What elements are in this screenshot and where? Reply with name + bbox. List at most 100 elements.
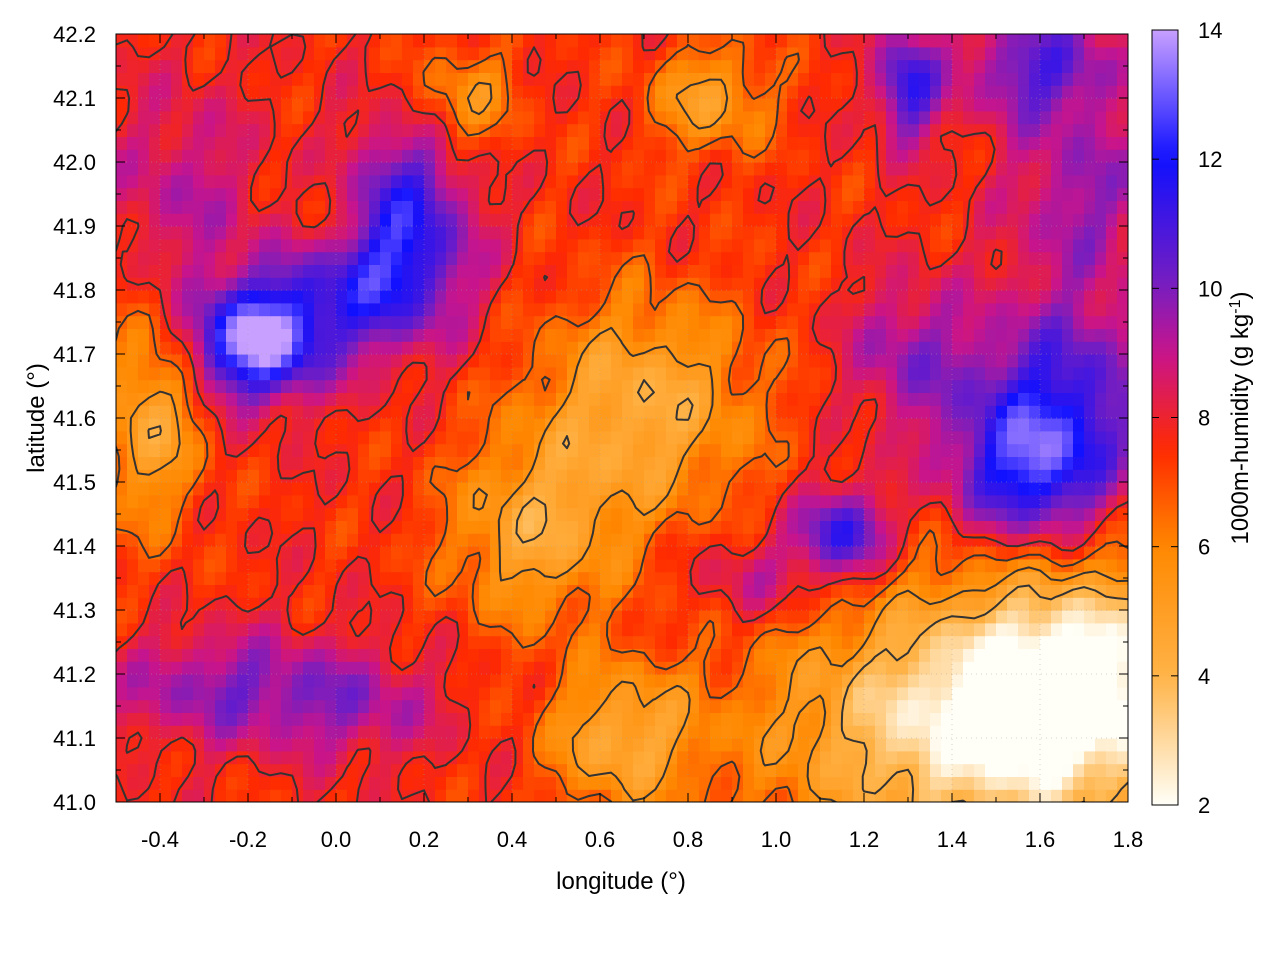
heatmap-cell [908, 520, 920, 534]
heatmap-cell [941, 379, 953, 393]
heatmap-cell [952, 597, 964, 611]
heatmap-cell [776, 328, 788, 342]
heatmap-cell [127, 251, 139, 265]
heatmap-cell [127, 750, 139, 765]
heatmap-cell [1007, 571, 1019, 585]
heatmap-cell [281, 674, 293, 688]
heatmap-cell [875, 635, 887, 649]
heatmap-cell [402, 507, 414, 521]
heatmap-cell [424, 456, 436, 470]
heatmap-cell [424, 302, 436, 317]
heatmap-cell [468, 520, 480, 534]
heatmap-cell [644, 456, 656, 470]
heatmap-cell [655, 379, 667, 393]
heatmap-cell [314, 187, 326, 201]
heatmap-cell [721, 558, 733, 573]
heatmap-cell [281, 187, 293, 201]
heatmap-cell [589, 558, 601, 573]
heatmap-cell [347, 238, 359, 253]
heatmap-cell [798, 494, 810, 509]
heatmap-cell [622, 379, 634, 393]
heatmap-cell [754, 584, 766, 598]
heatmap-cell [831, 686, 843, 701]
heatmap-cell [589, 328, 601, 342]
heatmap-cell [149, 187, 161, 201]
heatmap-cell [369, 430, 381, 445]
heatmap-cell [523, 699, 535, 713]
heatmap-cell [490, 341, 502, 355]
heatmap-cell [622, 430, 634, 445]
heatmap-cell [831, 315, 843, 329]
heatmap-cell [831, 213, 843, 227]
heatmap-cell [743, 290, 755, 304]
heatmap-cell [787, 162, 799, 176]
heatmap-cell [776, 610, 788, 624]
heatmap-cell [556, 635, 568, 649]
heatmap-cell [710, 379, 722, 393]
heatmap-cell [589, 725, 601, 739]
heatmap-cell [677, 328, 689, 342]
heatmap-cell [1007, 558, 1019, 573]
heatmap-cell [149, 597, 161, 611]
heatmap-cell [919, 213, 931, 227]
heatmap-cell [325, 507, 337, 521]
heatmap-cell [787, 379, 799, 393]
heatmap-cell [743, 430, 755, 445]
heatmap-cell [1095, 392, 1107, 406]
heatmap-cell [721, 366, 733, 381]
heatmap-cell [699, 597, 711, 611]
heatmap-cell [270, 290, 282, 304]
heatmap-cell [809, 264, 821, 278]
heatmap-cell [754, 533, 766, 547]
heatmap-cell [611, 354, 623, 368]
heatmap-cell [446, 571, 458, 585]
heatmap-cell [435, 136, 447, 150]
heatmap-cell [941, 213, 953, 227]
heatmap-cell [226, 507, 238, 521]
heatmap-cell [908, 200, 920, 214]
heatmap-cell [831, 520, 843, 534]
heatmap-cell [633, 763, 645, 777]
heatmap-cell [446, 712, 458, 726]
heatmap-cell [215, 610, 227, 624]
heatmap-cell [908, 149, 920, 163]
heatmap-cell [182, 482, 194, 496]
heatmap-cell [908, 482, 920, 496]
heatmap-cell [688, 507, 700, 521]
heatmap-cell [402, 776, 414, 790]
heatmap-cell [820, 482, 832, 496]
heatmap-cell [864, 648, 876, 662]
heatmap-cell [732, 328, 744, 342]
heatmap-cell [644, 712, 656, 726]
heatmap-cell [732, 149, 744, 163]
heatmap-cell [1073, 136, 1085, 150]
heatmap-cell [743, 328, 755, 342]
heatmap-cell [1117, 200, 1128, 214]
heatmap-cell [468, 750, 480, 765]
heatmap-cell [512, 341, 524, 355]
heatmap-cell [831, 443, 843, 457]
heatmap-cell [523, 226, 535, 240]
heatmap-cell [644, 699, 656, 713]
heatmap-cell [644, 674, 656, 688]
heatmap-cell [490, 405, 502, 419]
heatmap-cell [237, 571, 249, 585]
heatmap-cell [1040, 136, 1052, 150]
heatmap-cell [1029, 546, 1041, 560]
heatmap-cell [292, 264, 304, 278]
heatmap-cell [1007, 443, 1019, 457]
heatmap-cell [897, 571, 909, 585]
heatmap-cell [688, 750, 700, 765]
heatmap-cell [787, 418, 799, 432]
heatmap-cell [116, 686, 128, 701]
heatmap-cell [688, 635, 700, 649]
heatmap-cell [1106, 648, 1118, 662]
heatmap-cell [765, 315, 777, 329]
heatmap-cell [237, 238, 249, 253]
heatmap-cell [820, 674, 832, 688]
heatmap-cell [611, 482, 623, 496]
heatmap-cell [270, 494, 282, 509]
heatmap-cell [512, 494, 524, 509]
heatmap-cell [391, 110, 403, 125]
heatmap-cell [732, 226, 744, 240]
